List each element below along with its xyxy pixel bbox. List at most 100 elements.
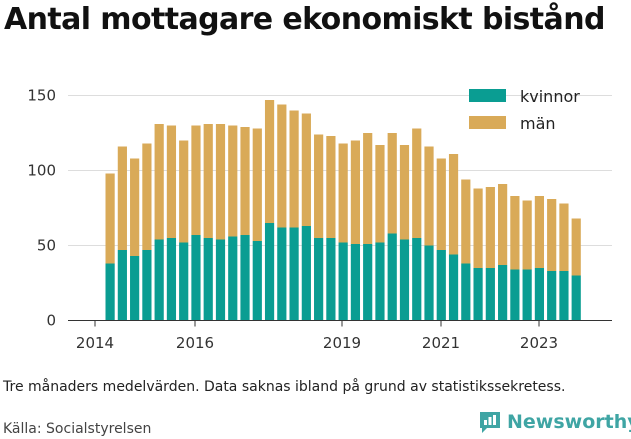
bar-kvinnor bbox=[522, 269, 532, 321]
bar-man bbox=[240, 127, 250, 235]
brand-name: Newsworthy bbox=[507, 411, 631, 433]
y-tick-label-150: 150 bbox=[27, 87, 56, 105]
y-tick-label-100: 100 bbox=[27, 162, 56, 180]
newsworthy-logo[interactable]: Newsworthy bbox=[478, 410, 631, 434]
x-tick-label-2016: 2016 bbox=[176, 334, 214, 352]
bar-man bbox=[228, 125, 238, 237]
bar-kvinnor bbox=[215, 239, 226, 321]
bar-kvinnor bbox=[461, 263, 471, 321]
y-tick-label-0: 0 bbox=[46, 312, 56, 330]
legend-swatch-kvinnor bbox=[469, 89, 506, 102]
bar-man bbox=[559, 203, 569, 271]
bar-man bbox=[571, 218, 581, 276]
bar-man bbox=[547, 199, 557, 271]
chart-title: Antal mottagare ekonomiskt bistånd bbox=[4, 2, 605, 37]
bar-kvinnor bbox=[510, 269, 520, 321]
bar-man bbox=[252, 128, 262, 241]
x-tick-label-2023: 2023 bbox=[520, 334, 558, 352]
bar-kvinnor bbox=[228, 236, 238, 321]
bar-man bbox=[105, 173, 115, 264]
bar-kvinnor bbox=[191, 235, 201, 321]
bar-man bbox=[142, 143, 152, 250]
legend-label-kvinnor: kvinnor bbox=[520, 87, 580, 106]
bar-kvinnor bbox=[350, 244, 361, 321]
bar-kvinnor bbox=[277, 227, 287, 321]
bar-man bbox=[436, 158, 446, 250]
bar-kvinnor bbox=[252, 241, 262, 321]
chart-caption: Tre månaders medelvärden. Data saknas ib… bbox=[3, 379, 566, 395]
logo-icon bbox=[480, 412, 500, 433]
bar-man bbox=[461, 179, 471, 264]
bar-man bbox=[166, 125, 177, 238]
bar-man bbox=[534, 196, 545, 268]
bar-man bbox=[498, 184, 508, 265]
bar-kvinnor bbox=[179, 242, 189, 321]
bar-man bbox=[338, 143, 348, 243]
bar-kvinnor bbox=[154, 239, 164, 321]
bar-kvinnor bbox=[326, 238, 336, 321]
axis: 0 50 100 150 2014 2016 2019 2021 2023 bbox=[27, 87, 612, 352]
bar-kvinnor bbox=[338, 242, 348, 321]
bar-kvinnor bbox=[424, 245, 434, 321]
bar-kvinnor bbox=[117, 250, 127, 321]
bar-man bbox=[350, 140, 361, 244]
bar-man bbox=[375, 145, 385, 243]
bar-kvinnor bbox=[203, 238, 213, 321]
bar-man bbox=[522, 200, 532, 270]
bar-kvinnor bbox=[264, 223, 275, 321]
bar-kvinnor bbox=[485, 268, 495, 321]
bar-kvinnor bbox=[363, 244, 373, 321]
bar-kvinnor bbox=[130, 256, 140, 321]
y-tick-label-50: 50 bbox=[37, 237, 56, 255]
bar-man bbox=[412, 128, 422, 238]
bar-man bbox=[277, 104, 287, 228]
bar-man bbox=[117, 146, 127, 250]
bar-man bbox=[215, 124, 226, 240]
bar-man bbox=[203, 124, 213, 238]
source-note: Källa: Socialstyrelsen bbox=[3, 421, 152, 437]
bar-kvinnor bbox=[448, 254, 459, 321]
bar-man bbox=[289, 110, 299, 228]
bar-kvinnor bbox=[473, 268, 483, 321]
bar-man bbox=[179, 140, 189, 243]
bar-man bbox=[473, 188, 483, 268]
bar-kvinnor bbox=[436, 250, 446, 321]
bar-kvinnor bbox=[498, 265, 508, 321]
x-tick-label-2019: 2019 bbox=[323, 334, 361, 352]
bar-kvinnor bbox=[412, 238, 422, 321]
bar-man bbox=[485, 187, 495, 268]
bar-kvinnor bbox=[166, 238, 177, 321]
legend-swatch-man bbox=[469, 116, 506, 129]
bar-man bbox=[301, 113, 311, 226]
bar-man bbox=[510, 196, 520, 270]
bar-kvinnor bbox=[387, 233, 397, 321]
bar-kvinnor bbox=[547, 271, 557, 321]
bar-kvinnor bbox=[559, 271, 569, 321]
bar-man bbox=[314, 134, 324, 238]
legend: kvinnor män bbox=[469, 87, 580, 133]
bar-kvinnor bbox=[399, 239, 410, 321]
bar-man bbox=[154, 124, 164, 240]
x-tick-label-2014: 2014 bbox=[76, 334, 114, 352]
x-tick-label-2021: 2021 bbox=[422, 334, 460, 352]
bar-man bbox=[448, 154, 459, 255]
bar-man bbox=[326, 136, 336, 238]
bars bbox=[105, 100, 581, 321]
bar-kvinnor bbox=[142, 250, 152, 321]
bar-kvinnor bbox=[375, 242, 385, 321]
bar-kvinnor bbox=[105, 263, 115, 321]
bar-man bbox=[399, 145, 410, 240]
bar-kvinnor bbox=[314, 238, 324, 321]
bar-man bbox=[424, 146, 434, 246]
bar-kvinnor bbox=[571, 275, 581, 321]
legend-label-man: män bbox=[520, 114, 556, 133]
bar-kvinnor bbox=[534, 268, 545, 321]
bar-kvinnor bbox=[301, 226, 311, 321]
bar-kvinnor bbox=[240, 235, 250, 321]
bar-man bbox=[363, 133, 373, 244]
bar-man bbox=[264, 100, 275, 223]
bar-man bbox=[191, 125, 201, 235]
bar-man bbox=[387, 133, 397, 234]
bar-kvinnor bbox=[289, 227, 299, 321]
